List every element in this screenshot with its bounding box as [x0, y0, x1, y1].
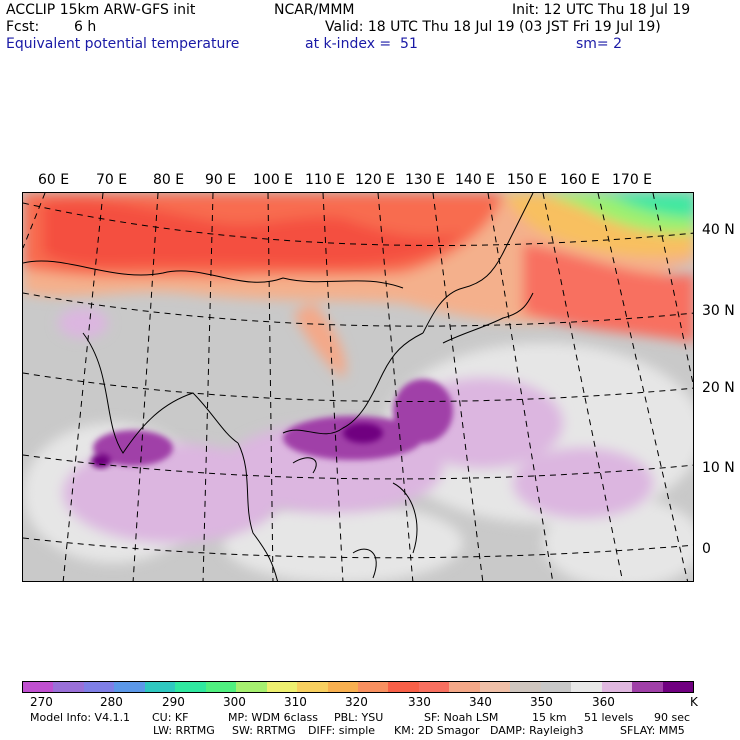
lon-label: 70 E — [96, 172, 128, 188]
footer-sw: SW: RRTMG — [232, 724, 296, 737]
colorbar-segment — [144, 682, 176, 692]
lat-label: 10 N — [702, 460, 735, 476]
colorbar-tick-label: 330 — [408, 695, 431, 709]
colorbar-segment — [236, 682, 267, 692]
colorbar-segment — [266, 682, 298, 692]
theta-e-map — [23, 193, 693, 581]
colorbar-segment — [418, 682, 450, 692]
lon-label: 170 E — [612, 172, 653, 188]
valid-time: Valid: 18 UTC Thu 18 Jul 19 (03 JST Fri … — [325, 19, 661, 35]
map-panel — [22, 192, 694, 582]
footer-mp: MP: WDM 6class — [228, 711, 318, 724]
lon-label: 150 E — [507, 172, 548, 188]
init-time: Init: 12 UTC Thu 18 Jul 19 — [512, 2, 691, 18]
colorbar-segment — [83, 682, 115, 692]
lon-label: 60 E — [38, 172, 70, 188]
fcst-value: 6 h — [74, 19, 97, 35]
model-title: ACCLIP 15km ARW-GFS init — [6, 2, 196, 18]
colorbar-tick-label: 280 — [100, 695, 123, 709]
colorbar-tick-label: 360 — [592, 695, 615, 709]
colorbar-unit: K — [690, 695, 698, 709]
colorbar-tick-label: 350 — [530, 695, 553, 709]
footer-pbl: PBL: YSU — [334, 711, 384, 724]
lat-label: 30 N — [702, 303, 735, 319]
colorbar-tick-label: 290 — [162, 695, 185, 709]
colorbar — [22, 681, 694, 693]
colorbar-segment — [114, 682, 145, 692]
footer-km: KM: 2D Smagor — [394, 724, 480, 737]
colorbar-segment — [297, 682, 328, 692]
level-label: at k-index = 51 — [305, 36, 418, 52]
lon-label: 90 E — [205, 172, 237, 188]
lon-label: 110 E — [305, 172, 346, 188]
org-label: NCAR/MMM — [274, 2, 355, 18]
footer-damp: DAMP: Rayleigh3 — [490, 724, 584, 737]
footer-resolution: 15 km — [532, 711, 567, 724]
footer-model-info: Model Info: V4.1.1 — [30, 711, 131, 724]
colorbar-segment — [601, 682, 633, 692]
footer-diff: DIFF: simple — [308, 724, 376, 737]
colorbar-tick-label: 310 — [284, 695, 307, 709]
colorbar-segment — [449, 682, 480, 692]
footer-timestep: 90 sec — [654, 711, 691, 724]
colorbar-tick-label: 320 — [345, 695, 368, 709]
colorbar-segment — [540, 682, 572, 692]
lat-label: 0 — [702, 541, 711, 557]
footer-sf: SF: Noah LSM — [424, 711, 499, 724]
footer-lw: LW: RRTMG — [153, 724, 215, 737]
lon-label: 100 E — [253, 172, 294, 188]
colorbar-segment — [175, 682, 206, 692]
colorbar-segment — [205, 682, 237, 692]
smoothing-label: sm= 2 — [576, 36, 623, 52]
colorbar-segment — [357, 682, 389, 692]
footer-levels: 51 levels — [584, 711, 634, 724]
lon-label: 140 E — [455, 172, 496, 188]
colorbar-segment — [23, 682, 54, 692]
lat-label: 40 N — [702, 222, 735, 238]
colorbar-segment — [53, 682, 84, 692]
colorbar-tick-label: 300 — [223, 695, 246, 709]
lon-label: 130 E — [405, 172, 446, 188]
colorbar-segment — [327, 682, 358, 692]
lon-label: 120 E — [355, 172, 396, 188]
footer-sflay: SFLAY: MM5 — [620, 724, 685, 737]
colorbar-segment — [662, 682, 693, 692]
fcst-label: Fcst: — [6, 19, 40, 35]
field-name: Equivalent potential temperature — [6, 36, 240, 52]
colorbar-segment — [388, 682, 419, 692]
lat-label: 20 N — [702, 380, 735, 396]
colorbar-segment — [632, 682, 663, 692]
colorbar-tick-label: 270 — [30, 695, 53, 709]
colorbar-segment — [510, 682, 541, 692]
lon-label: 80 E — [153, 172, 185, 188]
lon-label: 160 E — [560, 172, 601, 188]
colorbar-segment — [571, 682, 602, 692]
colorbar-segment — [479, 682, 511, 692]
footer-cu: CU: KF — [152, 711, 189, 724]
colorbar-tick-label: 340 — [469, 695, 492, 709]
